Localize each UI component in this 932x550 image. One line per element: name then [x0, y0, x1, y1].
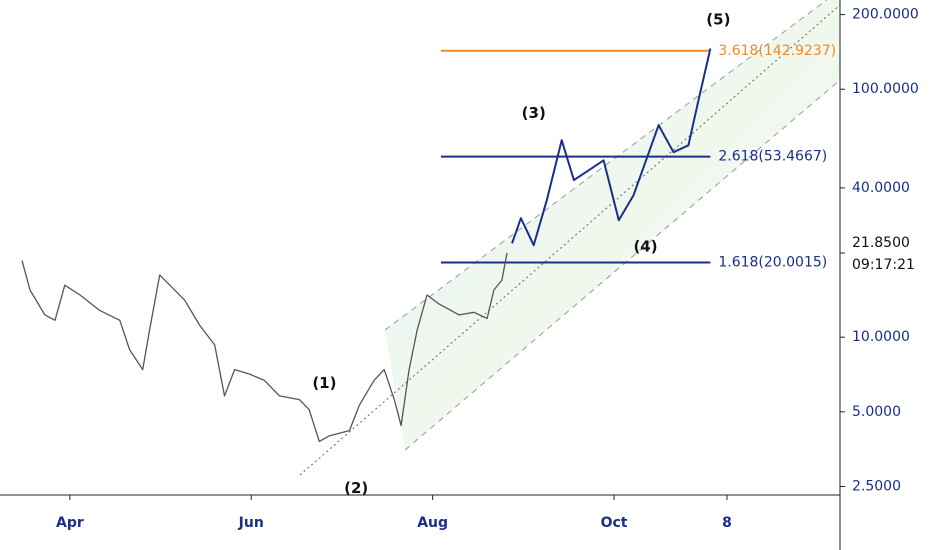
channel-upper: [384, 0, 828, 331]
x-tick-label: Aug: [417, 515, 448, 531]
fib-label: 1.618(20.0015): [718, 255, 827, 271]
fib-label: 3.618(142.9237): [718, 43, 836, 59]
y-tick-label: 10.0000: [852, 329, 910, 345]
y-tick-label: 100.0000: [852, 81, 919, 97]
wave-label: (4): [633, 238, 657, 256]
wave-label: (2): [344, 479, 368, 497]
channel-lower: [404, 79, 841, 451]
last-price-label: 21.8500: [852, 235, 910, 251]
fib-label: 2.618(53.4667): [718, 149, 827, 165]
wave-label: (1): [312, 374, 336, 392]
channel-mid: [299, 4, 841, 476]
plot: 200.0000 100.0000 40.0000 10.0000 5.0000 2.50…: [21, 7, 919, 531]
y-tick-label: 5.0000: [852, 404, 901, 420]
x-tick-label: Oct: [601, 515, 628, 531]
wave-label: (5): [706, 11, 730, 29]
x-tick-label: Jun: [238, 515, 264, 531]
y-tick-label: 2.5000: [852, 478, 901, 494]
x-tick-label: Apr: [56, 515, 84, 531]
y-tick-label: 200.0000: [852, 7, 919, 23]
x-tick-label: 8: [722, 515, 732, 531]
price-line: [21, 252, 508, 443]
price-line: [511, 48, 712, 247]
last-price-time: 09:17:21: [852, 257, 915, 273]
channel-fill: [385, 0, 840, 450]
wave-label: (3): [522, 104, 546, 122]
y-tick-label: 40.0000: [852, 180, 910, 196]
